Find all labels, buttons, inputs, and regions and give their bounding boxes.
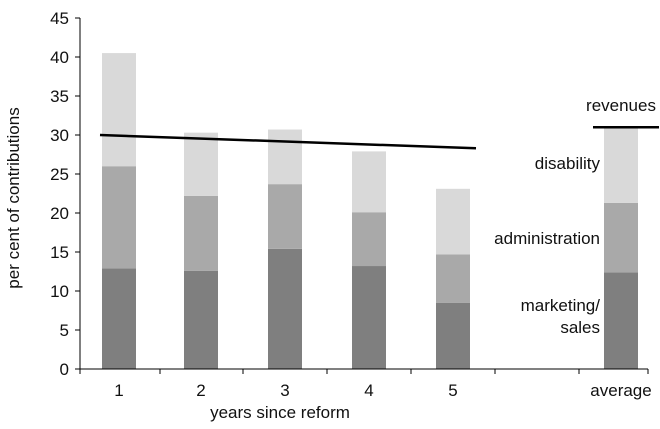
x-tick-label: 5 [448,381,457,400]
bar-segment [604,203,638,272]
x-tick-label: 4 [364,381,373,400]
bar-segment [102,166,136,268]
bar-segment [604,272,638,369]
y-tick-label: 35 [50,87,69,106]
bar-segment [352,266,386,369]
bar-segment [604,127,638,203]
y-tick-label: 45 [50,9,69,28]
bar-segment [184,196,218,271]
x-axis-title: years since reform [210,403,350,422]
series-label: administration [494,229,600,248]
series-label: sales [560,318,600,337]
bar-segment [268,249,302,369]
x-tick-label: 3 [280,381,289,400]
y-axis-ticks: 0 5 10 15 20 25 30 35 40 45 [50,9,80,379]
bar-segment [268,184,302,249]
x-axis-ticks: 1 2 3 4 5 average [80,369,652,400]
x-tick-label: 2 [196,381,205,400]
y-tick-label: 30 [50,126,69,145]
bar-segment [268,130,302,185]
y-axis-title: per cent of contributions [4,107,23,288]
bar-segment [436,189,470,255]
bar-segment [184,271,218,369]
bar-segment [102,53,136,166]
y-tick-label: 15 [50,243,69,262]
bar-segment [352,212,386,266]
y-tick-label: 0 [60,360,69,379]
y-tick-label: 25 [50,165,69,184]
bar-segment [184,133,218,196]
series-label: disability [535,154,601,173]
y-tick-label: 10 [50,282,69,301]
y-tick-label: 20 [50,204,69,223]
series-label: marketing/ [521,296,601,315]
revenues-label: revenues [586,96,656,115]
bar-segment [436,254,470,302]
y-tick-label: 5 [60,321,69,340]
bar-segment [102,268,136,369]
y-tick-label: 40 [50,48,69,67]
x-tick-label: average [590,381,651,400]
bar-segment [436,303,470,369]
bar-segment [352,151,386,212]
x-tick-label: 1 [114,381,123,400]
